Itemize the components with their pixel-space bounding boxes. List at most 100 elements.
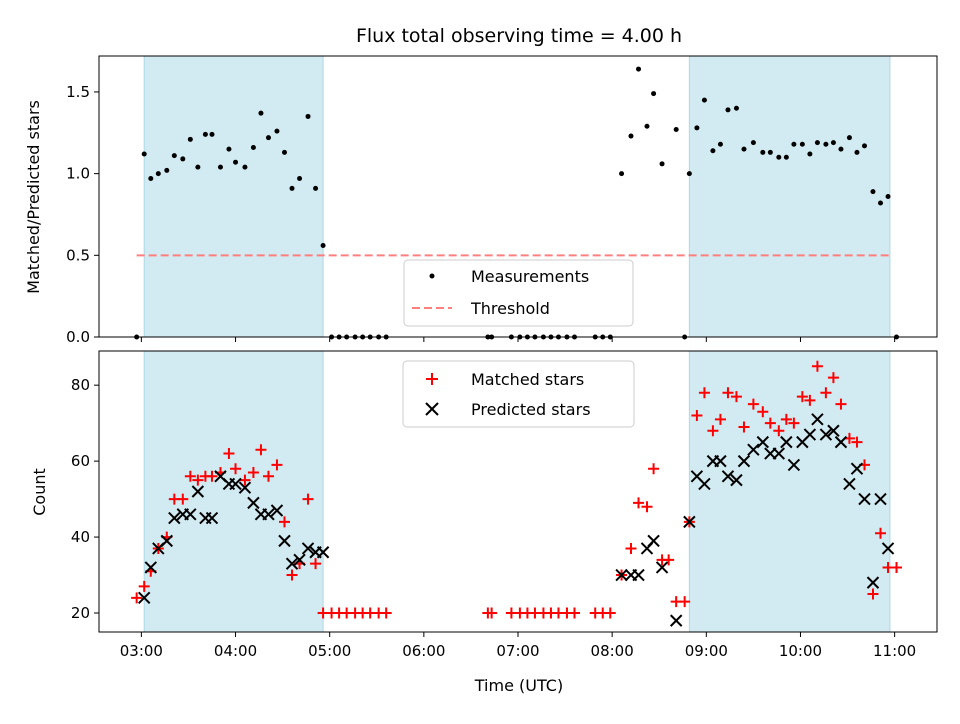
- matched-star-point: [223, 448, 235, 460]
- predicted-star-point: [698, 477, 711, 491]
- matched-star-point: [679, 596, 691, 608]
- matched-star-point: [788, 417, 800, 429]
- matched-star-point: [714, 413, 726, 425]
- matched-star-point: [255, 444, 267, 456]
- ratio-y-tick-label: 0.0: [66, 328, 90, 346]
- matched-star-point: [633, 497, 645, 509]
- matched-star-point: [811, 360, 823, 372]
- ratio-y-tick-label: 1.5: [66, 83, 90, 101]
- ratio-y-tick-label: 1.0: [66, 165, 90, 183]
- matched-star-point: [730, 391, 742, 403]
- measurement-point: [320, 243, 326, 249]
- predicted-star-point: [647, 534, 660, 548]
- matched-star-point: [867, 588, 879, 600]
- measurement-point: [281, 149, 287, 155]
- x-tick-label: 04:00: [214, 642, 257, 660]
- matched-star-point: [286, 569, 298, 581]
- predicted-star-point: [819, 428, 833, 441]
- matched-star-point: [262, 470, 274, 482]
- x-tick-label: 06:00: [402, 642, 445, 660]
- measurement-point: [195, 164, 201, 170]
- top-legend-box: [403, 259, 634, 327]
- chart-title: Flux total observing time = 4.00 h: [356, 25, 682, 47]
- predicted-star-point: [632, 568, 645, 582]
- predicted-star-point: [615, 568, 628, 582]
- predicted-star-point: [191, 485, 205, 498]
- legend-matched-label: Matched stars: [471, 370, 584, 389]
- predicted-star-point: [780, 435, 793, 449]
- top-legend: Measurements Threshold: [403, 259, 634, 327]
- bottom-legend-box: [402, 360, 635, 428]
- measurement-point: [226, 146, 232, 152]
- measurement-point: [202, 131, 208, 137]
- predicted-star-point: [787, 458, 801, 472]
- measurement-point: [289, 185, 295, 191]
- ratio-shaded-band: [143, 55, 324, 338]
- measurement-point: [799, 141, 805, 147]
- measurement-point: [164, 167, 170, 173]
- matched-star-point: [177, 493, 189, 505]
- matched-star-point: [604, 607, 616, 619]
- predicted-star-point: [772, 447, 786, 460]
- ratio-shaded-band: [688, 55, 891, 338]
- matched-star-point: [230, 463, 242, 475]
- measurement-point: [830, 140, 836, 146]
- measurement-point: [854, 149, 860, 155]
- matched-star-point: [707, 425, 719, 437]
- predicted-star-point: [205, 511, 219, 525]
- measurement-point: [217, 164, 223, 170]
- measurement-point: [265, 135, 271, 141]
- predicted-star-point: [316, 546, 330, 559]
- count-shaded-band: [143, 350, 324, 633]
- predicted-star-point: [293, 553, 306, 567]
- predicted-star-point: [811, 413, 824, 426]
- matched-star-point: [380, 607, 392, 619]
- predicted-star-point: [721, 470, 735, 483]
- x-tick-label: 08:00: [591, 642, 634, 660]
- matched-star-point: [138, 580, 150, 592]
- measurement-point: [180, 156, 186, 162]
- measurement-point: [233, 159, 239, 165]
- matched-star-point: [625, 542, 637, 554]
- matched-star-point: [302, 493, 314, 505]
- measurement-point: [619, 171, 625, 177]
- measurement-point: [878, 200, 884, 206]
- predicted-star-point: [874, 492, 887, 506]
- matched-star-point: [698, 387, 710, 399]
- legend-predicted-marker: [425, 402, 439, 416]
- measurement-point: [701, 97, 707, 103]
- matched-star-point: [691, 410, 703, 422]
- predicted-star-point: [168, 511, 181, 525]
- measurement-point: [305, 113, 311, 119]
- x-tick-label: 05:00: [308, 642, 351, 660]
- predicted-star-point: [756, 435, 770, 449]
- predicted-star-point: [858, 492, 871, 506]
- legend-predicted-label: Predicted stars: [471, 400, 591, 419]
- matched-star-point: [310, 558, 322, 570]
- predicted-star-point: [229, 477, 242, 491]
- x-tick-label: 03:00: [120, 642, 163, 660]
- matched-star-point: [780, 413, 792, 425]
- bottom-y-axis-label: Count: [30, 468, 49, 516]
- measurement-point: [807, 151, 813, 157]
- x-tick-label: 11:00: [873, 642, 916, 660]
- measurement-point: [258, 110, 264, 116]
- measurement-point: [725, 107, 731, 113]
- measurement-point: [659, 161, 665, 167]
- measurement-point: [767, 149, 773, 155]
- legend-measurements-marker: [429, 273, 435, 279]
- predicted-star-point: [827, 424, 840, 437]
- matched-star-point: [568, 607, 580, 619]
- measurement-point: [846, 135, 852, 141]
- predicted-star-point: [683, 515, 696, 529]
- measurement-point: [783, 154, 789, 160]
- matched-star-point: [271, 459, 283, 471]
- count-y-tick-label: 20: [71, 604, 90, 622]
- matched-star-point: [875, 527, 887, 539]
- measurement-point: [776, 154, 782, 160]
- measurement-point: [187, 136, 193, 142]
- predicted-star-point: [262, 508, 275, 521]
- matched-star-point: [722, 387, 734, 399]
- matched-star-point: [851, 436, 863, 448]
